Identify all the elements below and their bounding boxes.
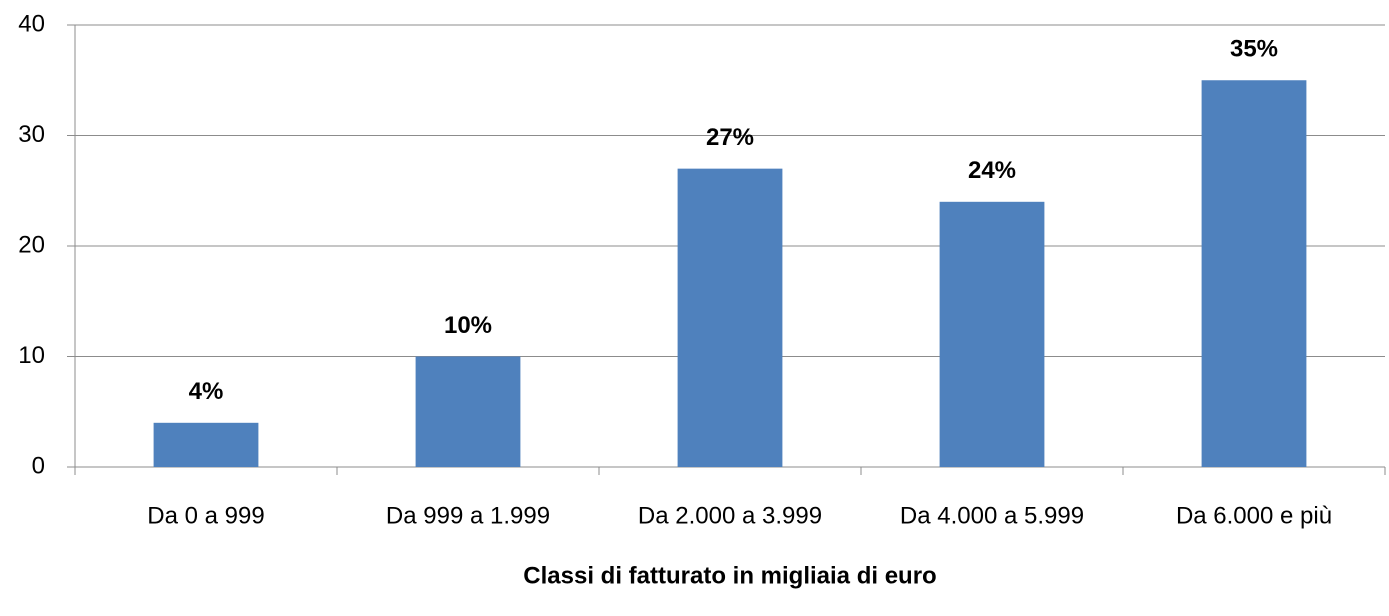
x-tick-label: Da 4.000 a 5.999 [900, 502, 1084, 529]
x-tick-label: Da 2.000 a 3.999 [638, 502, 822, 529]
x-tick-label: Da 6.000 e più [1176, 502, 1332, 529]
value-label: 10% [444, 312, 492, 339]
bar [153, 422, 259, 467]
value-label: 35% [1230, 36, 1278, 63]
bar [677, 168, 783, 467]
x-tick-label: Da 999 a 1.999 [386, 502, 550, 529]
bar [939, 201, 1045, 468]
y-tick-label: 0 [32, 452, 45, 479]
y-tick-label: 20 [18, 231, 45, 258]
y-tick-label: 30 [18, 121, 45, 148]
x-axis-title: Classi di fatturato in migliaia di euro [523, 562, 936, 589]
value-label: 27% [706, 124, 754, 151]
y-tick-label: 10 [18, 342, 45, 369]
bar [1201, 80, 1307, 467]
value-label: 24% [968, 157, 1016, 184]
y-tick-label: 40 [18, 10, 45, 37]
bar [415, 356, 521, 467]
value-label: 4% [189, 378, 224, 405]
x-tick-label: Da 0 a 999 [147, 502, 264, 529]
